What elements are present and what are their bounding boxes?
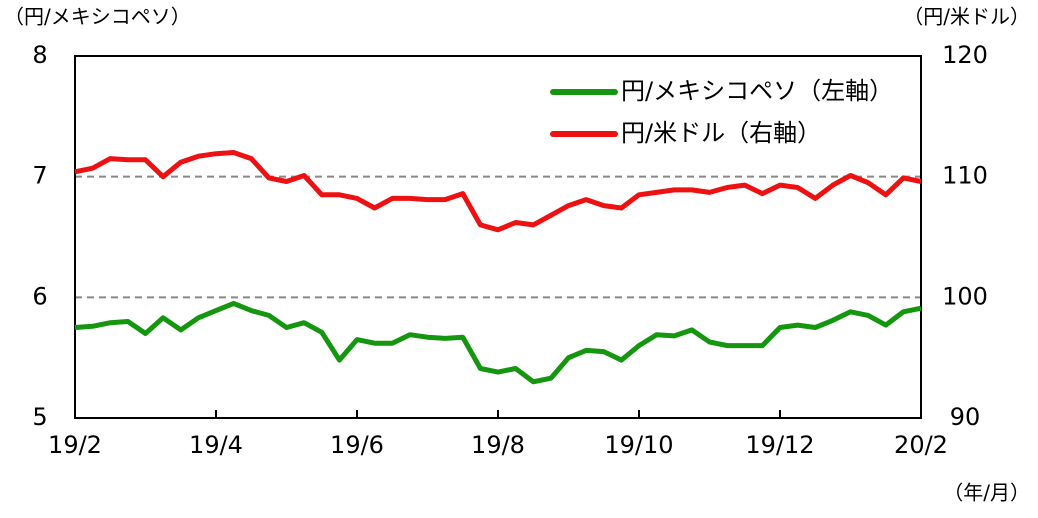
y2-axis-label: （円/米ドル）: [903, 5, 1030, 29]
x-tick-label: 19/6: [330, 431, 384, 459]
x-tick-label: 19/12: [745, 431, 814, 459]
x-tick-label: 19/8: [471, 431, 525, 459]
y-tick-label: 6: [32, 282, 47, 310]
x-axis-label: （年/月）: [943, 481, 1030, 505]
y2-tick-label: 110: [942, 162, 988, 190]
y2-tick-label: 90: [950, 403, 981, 431]
y-tick-label: 5: [32, 403, 47, 431]
plot-frame: [74, 55, 922, 419]
legend-label: 円/メキシコペソ（左軸）: [621, 77, 893, 105]
y2-tick-label: 100: [942, 282, 988, 310]
legend-label: 円/米ドル（右軸）: [621, 119, 821, 147]
x-tick-label: 20/2: [894, 431, 948, 459]
line-series: [74, 150, 922, 233]
y-tick-label: 8: [32, 41, 47, 69]
x-tick-label: 19/10: [604, 431, 673, 459]
x-tick-label: 19/2: [48, 431, 102, 459]
line-series: [74, 300, 922, 385]
y-tick-label: 7: [32, 162, 47, 190]
x-tick-label: 19/4: [189, 431, 243, 459]
y-axis-label: （円/メキシコペソ）: [4, 5, 191, 29]
y2-tick-label: 120: [942, 41, 988, 69]
